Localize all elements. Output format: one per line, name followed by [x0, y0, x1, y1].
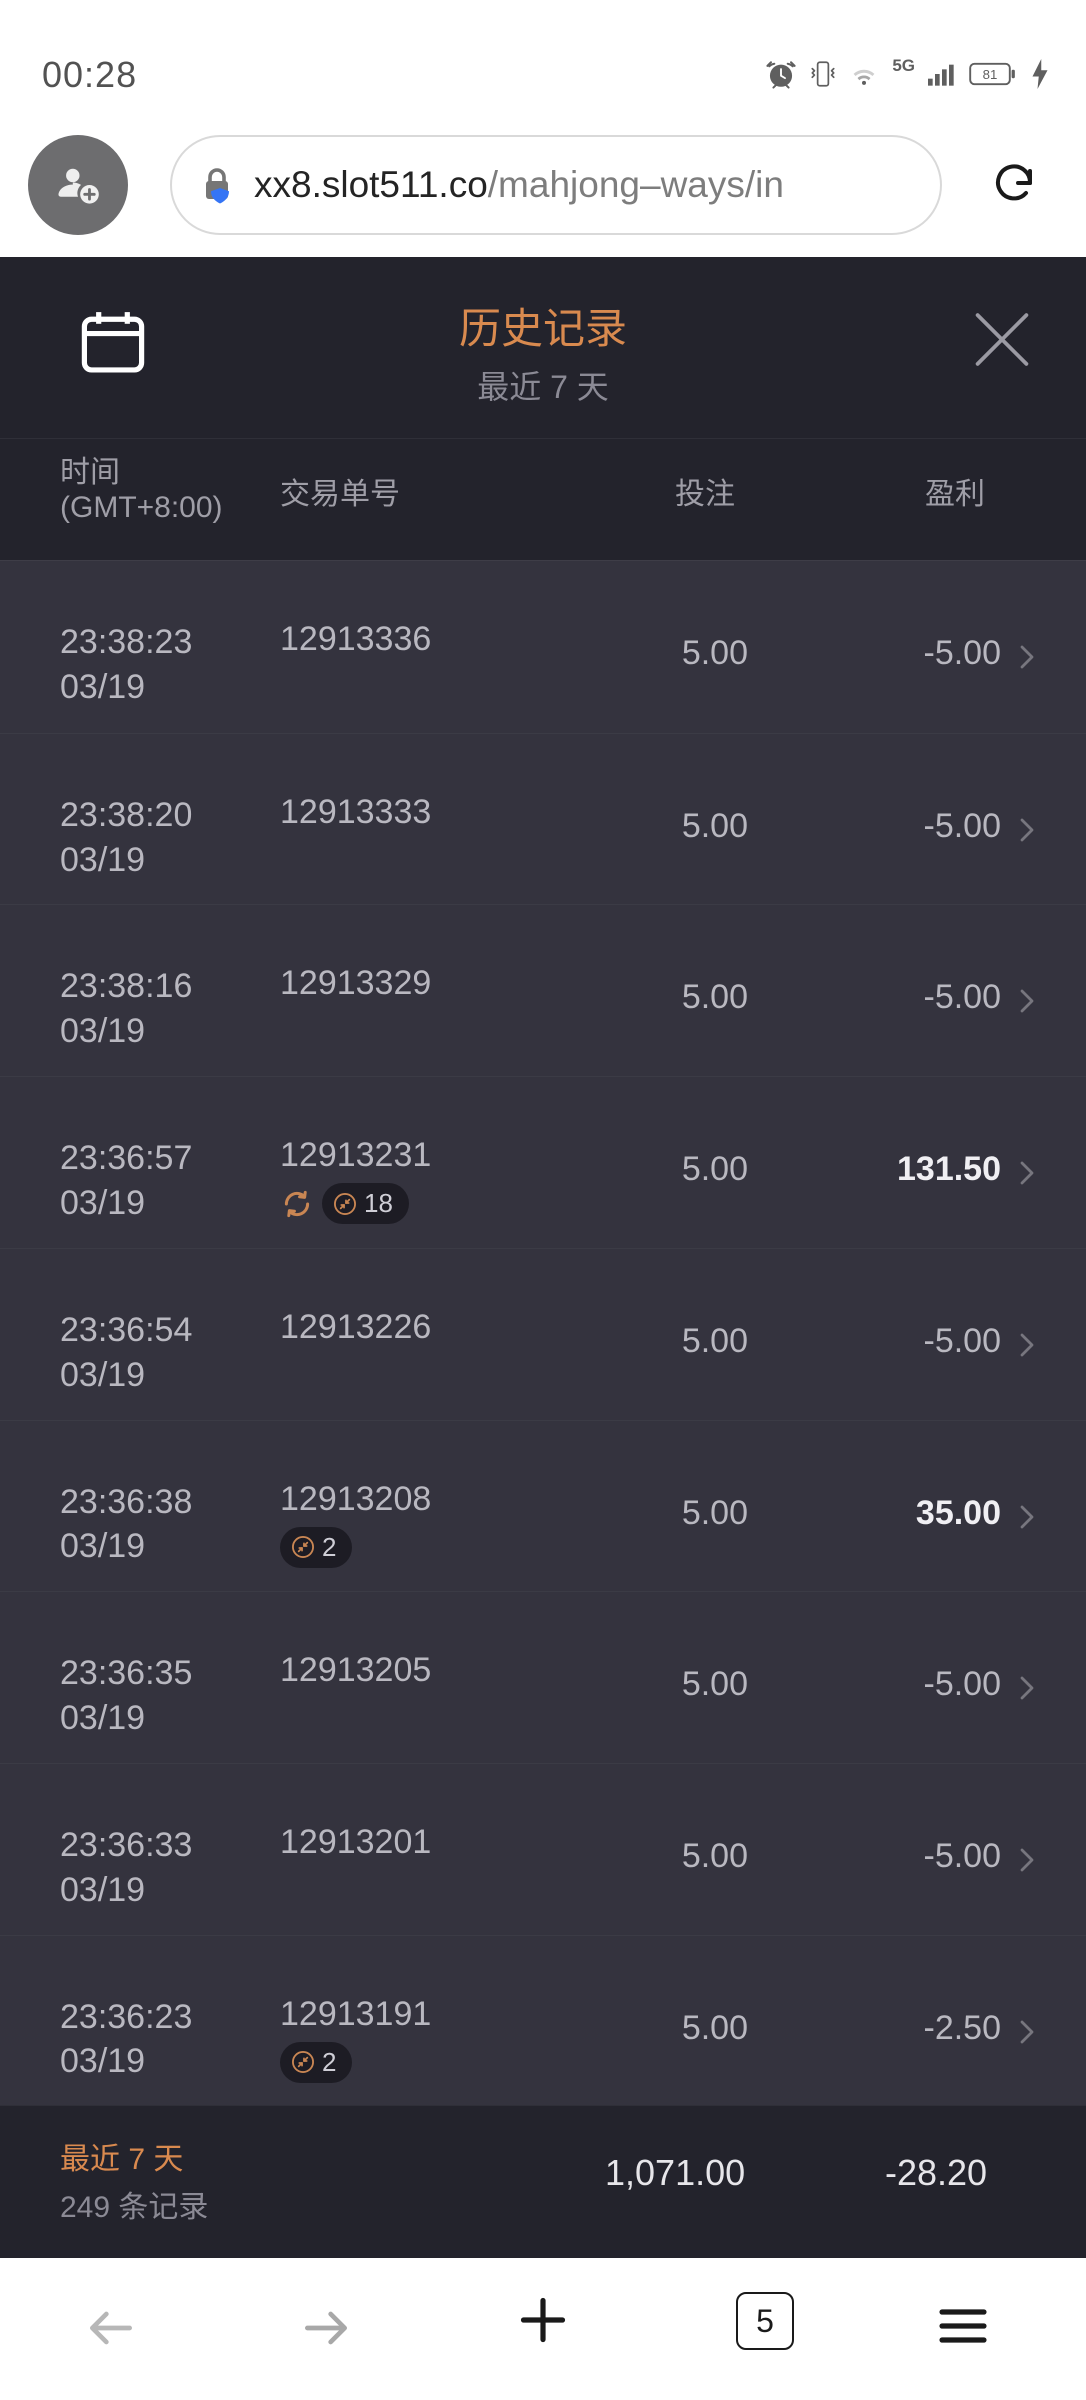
svg-text:81: 81	[983, 67, 998, 82]
